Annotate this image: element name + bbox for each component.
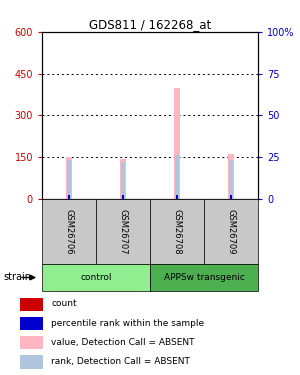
Bar <box>96 199 150 264</box>
Text: strain: strain <box>3 273 31 282</box>
Text: GSM26708: GSM26708 <box>172 209 182 254</box>
Bar <box>230 198 232 199</box>
Text: APPSw transgenic: APPSw transgenic <box>164 273 244 282</box>
Bar <box>175 154 179 199</box>
Bar <box>20 298 43 311</box>
Bar <box>176 195 178 199</box>
Bar <box>67 160 71 199</box>
Bar <box>122 198 124 199</box>
Bar <box>122 195 124 199</box>
Bar <box>229 160 233 199</box>
Bar <box>66 157 72 199</box>
Bar <box>20 336 43 350</box>
Bar <box>42 264 150 291</box>
Bar <box>230 195 232 199</box>
Bar <box>20 317 43 330</box>
Text: count: count <box>52 300 77 309</box>
Bar <box>204 199 258 264</box>
Text: GSM26709: GSM26709 <box>226 209 236 254</box>
Bar <box>174 87 180 199</box>
Title: GDS811 / 162268_at: GDS811 / 162268_at <box>89 18 211 31</box>
Bar <box>228 154 234 199</box>
Bar <box>120 159 126 199</box>
Bar <box>42 199 96 264</box>
Text: percentile rank within the sample: percentile rank within the sample <box>52 319 205 328</box>
Text: GSM26706: GSM26706 <box>64 209 74 254</box>
Text: GSM26707: GSM26707 <box>118 209 127 254</box>
Bar <box>20 356 43 369</box>
Bar <box>121 162 125 199</box>
Text: rank, Detection Call = ABSENT: rank, Detection Call = ABSENT <box>52 357 190 366</box>
Bar <box>68 195 70 199</box>
Bar <box>150 264 258 291</box>
Text: control: control <box>80 273 112 282</box>
Bar <box>150 199 204 264</box>
Bar <box>68 198 70 199</box>
Bar <box>176 198 178 199</box>
Text: value, Detection Call = ABSENT: value, Detection Call = ABSENT <box>52 338 195 347</box>
